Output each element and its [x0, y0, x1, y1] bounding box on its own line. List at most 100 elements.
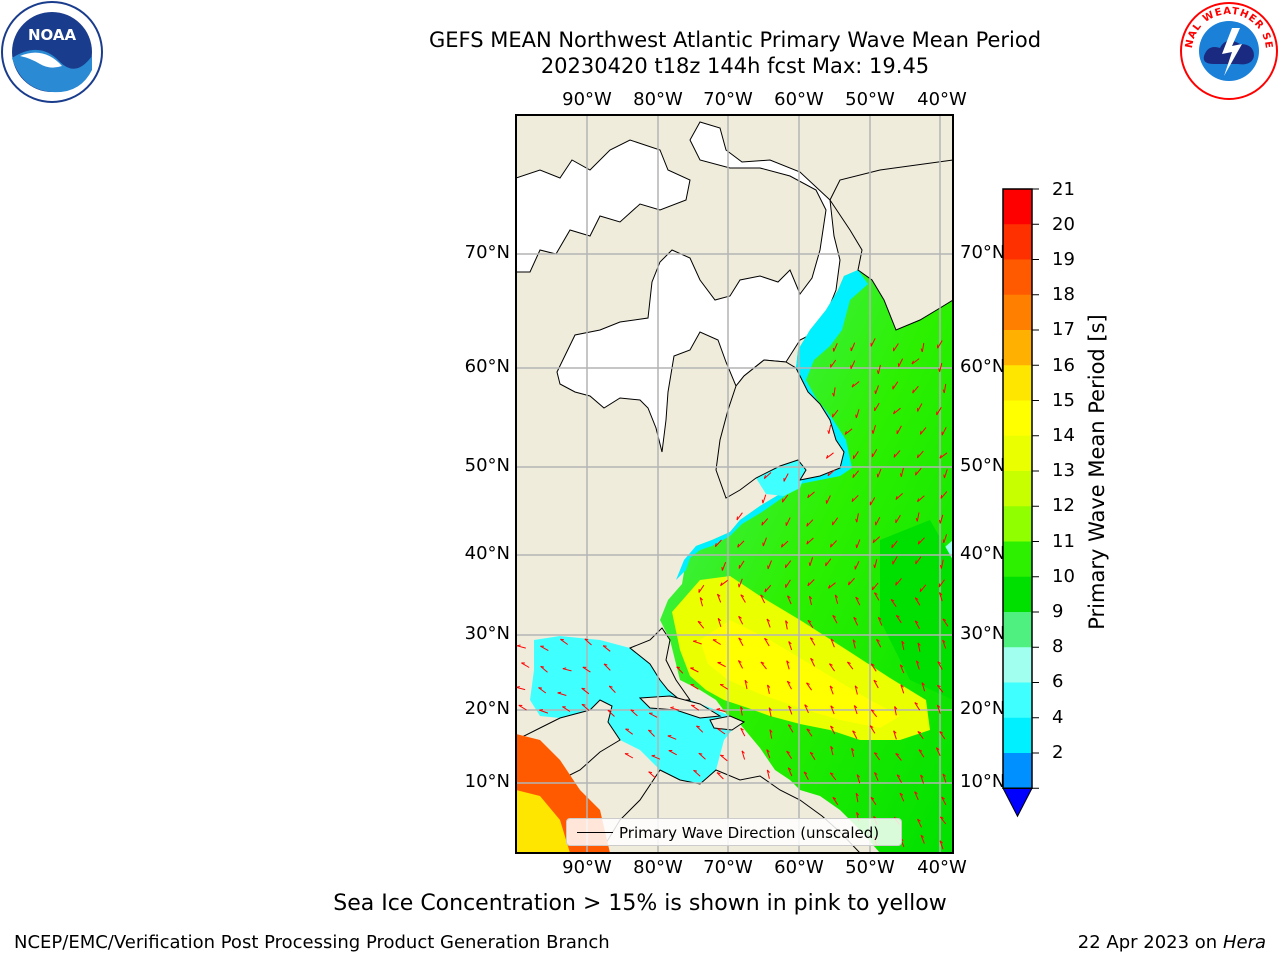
wave-direction-arrow	[896, 425, 902, 435]
wave-direction-arrow	[828, 424, 832, 434]
lon-label-bottom-70w: 70°W	[703, 857, 753, 878]
wave-direction-arrow	[937, 661, 943, 670]
wave-direction-arrowhead	[870, 796, 875, 800]
wave-direction-arrowhead	[696, 725, 700, 728]
wave-direction-arrowhead	[917, 818, 921, 822]
wave-direction-arrow	[874, 772, 879, 781]
wave-direction-arrowhead	[768, 707, 772, 711]
wave-direction-arrow	[783, 473, 789, 482]
wave-direction-arrowhead	[764, 588, 767, 593]
wave-direction-arrowhead	[676, 666, 681, 669]
colorbar-tick: 16	[1052, 355, 1075, 376]
colorbar-tick: 18	[1052, 284, 1075, 305]
cuba-land	[638, 695, 722, 719]
wave-direction-arrow	[854, 560, 860, 570]
wave-direction-arrow	[920, 427, 927, 435]
east-green-patch	[880, 520, 953, 700]
wave-direction-arrow	[697, 620, 705, 629]
wave-direction-arrow	[935, 747, 941, 757]
wave-direction-arrow	[830, 746, 834, 756]
wave-direction-arrow	[806, 682, 813, 691]
wave-direction-arrow	[917, 403, 923, 412]
wave-direction-arrow	[847, 661, 854, 670]
wave-direction-arrow	[939, 452, 948, 459]
sea-ice-caption: Sea Ice Concentration > 15% is shown in …	[333, 891, 947, 916]
wave-direction-arrow	[912, 385, 919, 394]
wave-direction-arrowhead	[740, 706, 744, 710]
wave-direction-arrow	[920, 835, 925, 844]
wave-direction-arrowhead	[899, 473, 902, 477]
wave-direction-arrow	[891, 540, 898, 549]
wave-direction-arrowhead	[764, 637, 768, 641]
noaa-logo-text: NOAA	[28, 26, 77, 44]
wave-direction-arrow	[898, 358, 904, 367]
wave-direction-arrowhead	[852, 730, 856, 734]
wave-direction-arrow	[540, 645, 549, 652]
wave-direction-arrowhead	[847, 661, 851, 664]
wave-direction-arrowhead	[540, 665, 545, 668]
wave-direction-arrowhead	[557, 691, 562, 694]
wave-direction-arrowhead	[936, 747, 940, 751]
wave-direction-arrowhead	[872, 539, 875, 543]
wave-direction-arrowhead	[938, 368, 941, 372]
wave-direction-arrowhead	[895, 753, 900, 756]
wave-direction-arrowhead	[809, 595, 813, 600]
wave-direction-arrowhead	[873, 564, 876, 569]
wave-direction-arrow	[785, 560, 792, 569]
wave-direction-arrow	[911, 358, 920, 365]
wave-direction-arrow	[699, 597, 703, 607]
wave-direction-arrow	[833, 387, 836, 397]
wave-direction-arrowhead	[939, 564, 942, 569]
wave-direction-arrow	[939, 592, 943, 602]
colorbar-segment	[1003, 294, 1032, 331]
wave-direction-arrowhead	[787, 595, 791, 599]
wave-direction-arrowhead	[856, 774, 860, 778]
wave-direction-arrow	[919, 584, 927, 593]
wave-direction-arrow	[668, 750, 677, 756]
wave-direction-arrow	[787, 595, 792, 605]
wave-direction-arrow	[738, 560, 745, 569]
wave-direction-arrowhead	[761, 521, 764, 526]
wave-direction-arrow	[826, 452, 834, 459]
wave-direction-arrowhead	[806, 522, 809, 527]
wave-direction-arrow	[940, 559, 944, 569]
colorbar-segment	[1003, 365, 1032, 401]
wave-direction-arrow	[851, 494, 859, 503]
wave-direction-arrow	[693, 769, 701, 777]
wave-direction-arrow	[855, 409, 860, 419]
wave-direction-arrow	[740, 594, 746, 603]
noaa-logo: NOAA	[1, 1, 103, 103]
wave-direction-arrowhead	[698, 752, 703, 755]
wave-direction-arrow	[829, 685, 834, 695]
lat-label-right-20n: 20°N	[960, 698, 1006, 719]
lon-label-top-60w: 60°W	[774, 89, 824, 110]
wave-direction-arrow	[786, 660, 790, 670]
wave-direction-arrowhead	[830, 746, 834, 750]
wave-direction-arrowhead	[895, 581, 897, 586]
wave-direction-arrow	[921, 682, 926, 692]
wave-direction-arrowhead	[808, 562, 811, 567]
wave-direction-arrow	[915, 660, 920, 670]
wave-direction-arrowhead	[851, 383, 854, 388]
wave-direction-arrowhead	[874, 752, 878, 755]
wave-direction-arrow	[853, 617, 859, 626]
wave-direction-arrowhead	[914, 702, 919, 705]
wave-direction-arrow	[581, 704, 590, 711]
wave-direction-arrowhead	[856, 812, 860, 816]
wave-direction-arrowhead	[827, 472, 830, 476]
wave-direction-arrowhead	[917, 498, 920, 502]
colorbar-tick: 8	[1052, 636, 1064, 657]
wave-direction-arrowhead	[603, 645, 607, 647]
wave-direction-arrow	[767, 560, 772, 570]
wave-direction-arrow	[608, 685, 616, 693]
colorbar-extend-triangle	[1002, 787, 1033, 818]
wave-direction-arrow	[940, 491, 948, 499]
wave-direction-arrowhead	[917, 540, 920, 545]
wave-direction-arrowhead	[941, 796, 945, 800]
colorbar-tick: 13	[1052, 460, 1075, 481]
wave-direction-arrow	[939, 362, 943, 372]
wave-direction-arrow	[893, 343, 899, 352]
wave-direction-arrow	[854, 685, 858, 695]
lon-label-bottom-80w: 80°W	[633, 857, 683, 878]
wave-direction-arrowhead	[830, 638, 835, 642]
